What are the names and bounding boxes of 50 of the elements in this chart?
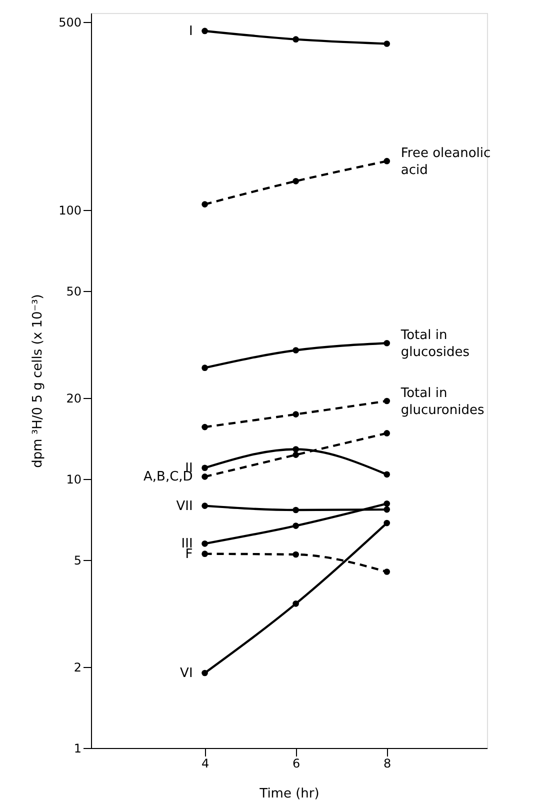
point	[384, 430, 390, 436]
point	[384, 520, 390, 526]
point	[202, 502, 208, 509]
series-label: I	[188, 24, 193, 39]
series-label: F	[185, 546, 193, 562]
x-tick-label: 8	[384, 756, 392, 770]
series-label: VII	[176, 498, 193, 514]
y-tick-label: 20	[66, 392, 82, 406]
point	[384, 568, 390, 575]
point	[384, 398, 390, 404]
point	[292, 522, 299, 529]
point	[202, 670, 208, 676]
point	[292, 446, 299, 452]
point	[292, 551, 299, 558]
point	[202, 364, 208, 371]
x-tick-label: 4	[201, 756, 210, 770]
point	[202, 540, 208, 547]
point	[202, 464, 208, 472]
y-tick-label: 100	[58, 204, 82, 218]
point	[292, 600, 299, 607]
point	[202, 201, 208, 208]
x-axis-title: Time (hr)	[258, 786, 320, 800]
series-label: Total in glucosides	[400, 328, 470, 360]
y-tick-label: 2	[74, 660, 82, 675]
point	[292, 452, 299, 458]
series-label: Total in glucuronides	[400, 386, 484, 418]
point	[384, 506, 390, 513]
point	[384, 471, 390, 478]
point	[202, 550, 208, 557]
point	[384, 40, 390, 47]
x-tick-label: 6	[292, 756, 300, 770]
y-tick-label: 10	[66, 472, 82, 487]
point	[292, 411, 299, 418]
point	[292, 506, 299, 514]
point	[202, 28, 208, 34]
point	[384, 158, 390, 164]
point	[202, 474, 208, 480]
point	[292, 178, 299, 184]
point	[292, 347, 299, 354]
point	[384, 340, 390, 346]
series-label: VI	[180, 666, 193, 682]
point	[384, 500, 390, 507]
point	[292, 36, 299, 42]
y-tick-label: 5	[74, 553, 82, 568]
y-axis-title: dpm ³H/0 5 g cells (x 10⁻³)	[30, 294, 46, 468]
y-tick-label: 1	[74, 742, 82, 756]
series-label: Free oleanolic acid	[400, 146, 491, 178]
point	[202, 424, 208, 430]
y-tick-label: 50	[66, 284, 82, 298]
y-tick-label: 500	[58, 15, 82, 30]
